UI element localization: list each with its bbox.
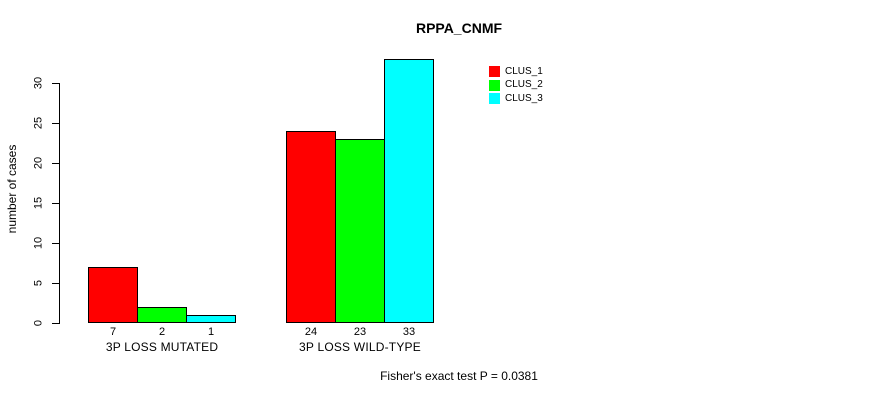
stat-annotation: Fisher's exact test P = 0.0381	[380, 369, 538, 383]
y-axis-tick	[52, 243, 59, 244]
chart-title: RPPA_CNMF	[415, 20, 503, 36]
bar-value-label: 7	[109, 326, 117, 338]
legend-item: CLUS_3	[489, 92, 543, 106]
y-tick-label: 30	[32, 76, 45, 90]
bar-value-label: 2	[158, 326, 166, 338]
y-tick-label: 20	[32, 156, 45, 170]
bar-clus_3-group2	[384, 59, 434, 323]
bar-value-label: 33	[402, 326, 416, 338]
y-tick-label: 25	[32, 116, 45, 130]
y-axis-tick	[52, 323, 59, 324]
legend-label: CLUS_1	[505, 65, 543, 77]
y-axis-label: number of cases	[5, 144, 19, 234]
bar-clus_2-group1	[137, 307, 187, 323]
y-tick-label: 15	[32, 196, 45, 210]
y-tick-label: 5	[32, 279, 45, 287]
legend-label: CLUS_3	[505, 92, 543, 104]
bar-value-label: 24	[304, 326, 318, 338]
legend-swatch-clus_2	[489, 79, 500, 91]
category-label: 3P LOSS WILD-TYPE	[299, 340, 421, 354]
category-label: 3P LOSS MUTATED	[105, 340, 219, 354]
y-axis-tick	[52, 203, 59, 204]
legend-swatch-clus_1	[489, 66, 500, 78]
bar-value-label: 23	[353, 326, 367, 338]
y-axis-tick	[52, 83, 59, 84]
legend-item: CLUS_1	[489, 65, 543, 79]
bar-clus_1-group1	[88, 267, 138, 323]
bar-clus_3-group1	[186, 315, 236, 323]
legend: CLUS_1 CLUS_2 CLUS_3	[489, 65, 543, 106]
y-axis-tick	[52, 283, 59, 284]
bar-clus_2-group2	[335, 139, 385, 323]
legend-label: CLUS_2	[505, 79, 543, 91]
y-tick-label: 0	[32, 319, 45, 327]
y-axis-tick	[52, 123, 59, 124]
legend-item: CLUS_2	[489, 79, 543, 93]
bar-clus_1-group2	[286, 131, 336, 323]
y-axis-tick	[52, 163, 59, 164]
y-tick-label: 10	[32, 236, 45, 250]
y-axis-line	[59, 83, 60, 324]
bar-value-label: 1	[207, 326, 215, 338]
legend-swatch-clus_3	[489, 93, 500, 105]
